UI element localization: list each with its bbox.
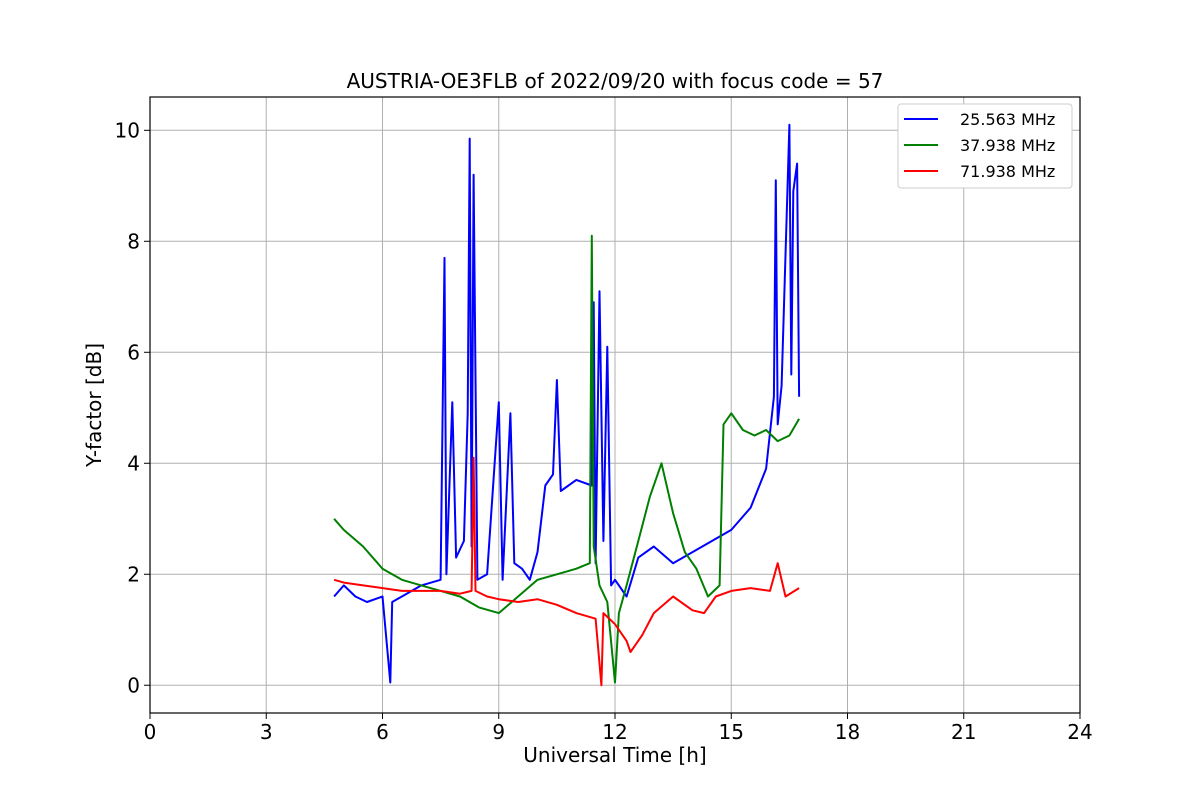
y-tick-label: 2: [127, 562, 140, 586]
x-tick-label: 9: [492, 720, 505, 744]
chart-title: AUSTRIA-OE3FLB of 2022/09/20 with focus …: [347, 69, 884, 93]
legend-box: [897, 103, 1073, 189]
y-axis-label: Y-factor [dB]: [82, 343, 106, 468]
x-tick-label: 15: [719, 720, 744, 744]
legend-label: 37.938 MHz: [960, 136, 1055, 155]
y-tick-label: 8: [127, 229, 140, 253]
series-line: [333, 456, 800, 687]
x-tick-label: 6: [376, 720, 389, 744]
x-tick-label: 24: [1067, 720, 1092, 744]
x-axis-label: Universal Time [h]: [523, 743, 706, 767]
y-tick-label: 4: [127, 451, 140, 475]
series-line: [333, 123, 801, 684]
y-tick-label: 10: [115, 118, 140, 142]
x-tick-label: 3: [260, 720, 273, 744]
x-tick-label: 18: [835, 720, 860, 744]
x-tick-label: 12: [602, 720, 627, 744]
legend-label: 71.938 MHz: [960, 162, 1055, 181]
x-tick-label: 21: [951, 720, 976, 744]
y-tick-label: 0: [127, 673, 140, 697]
legend: 25.563 MHz 37.938 MHz 71.938 MHz: [897, 103, 1073, 189]
series-lines: [333, 123, 801, 687]
x-tick-label: 0: [144, 720, 157, 744]
y-tick-label: 6: [127, 340, 140, 364]
legend-label: 25.563 MHz: [960, 110, 1055, 129]
